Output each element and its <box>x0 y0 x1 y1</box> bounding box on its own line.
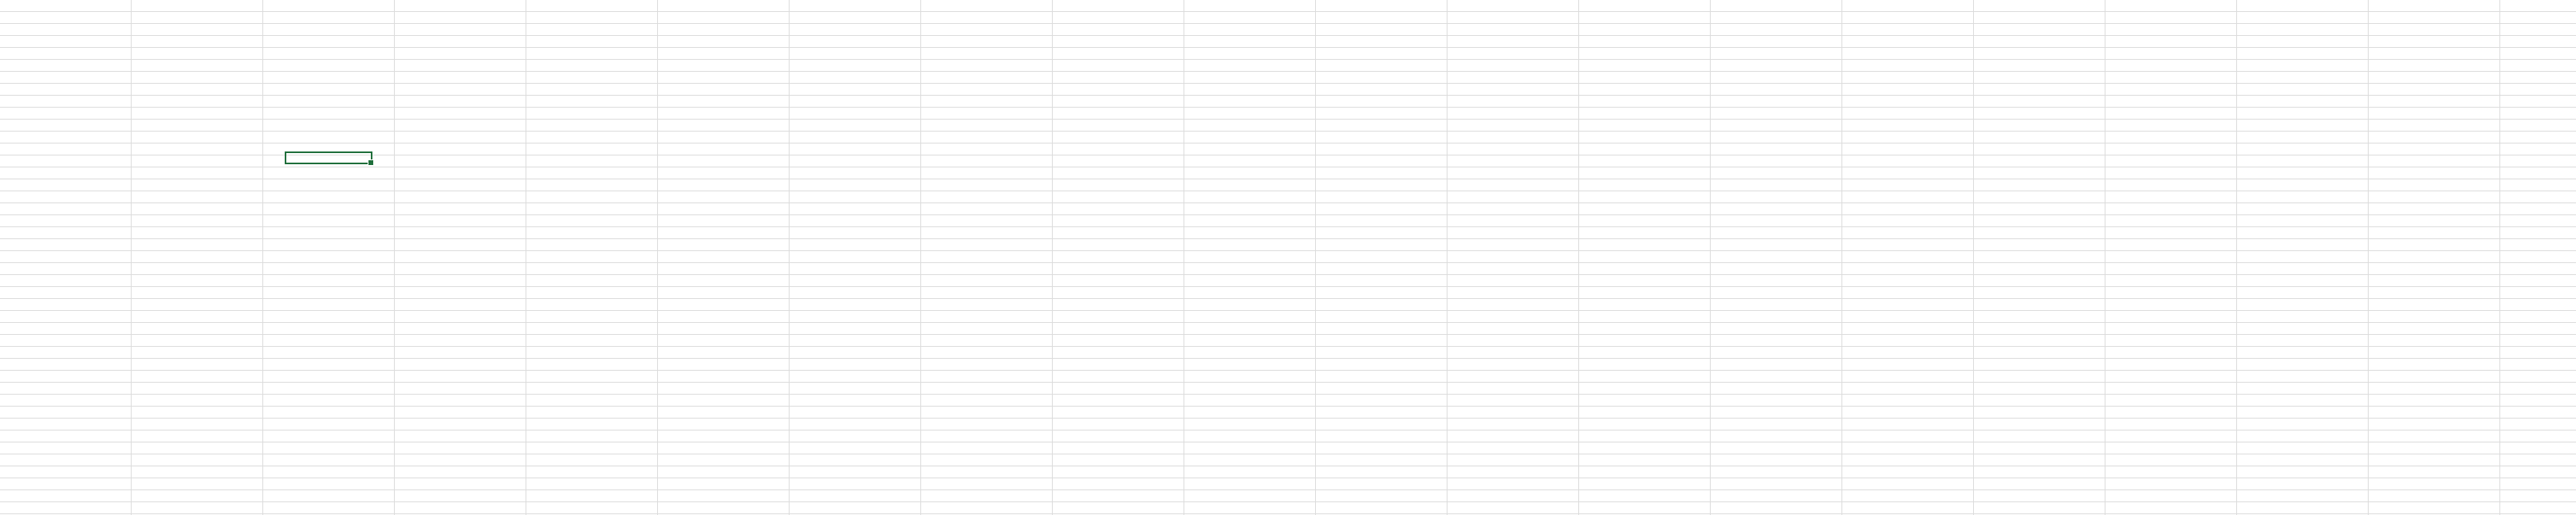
difference-value <box>297 152 365 163</box>
selected-cell[interactable] <box>285 151 374 166</box>
fill-handle[interactable] <box>368 159 374 166</box>
